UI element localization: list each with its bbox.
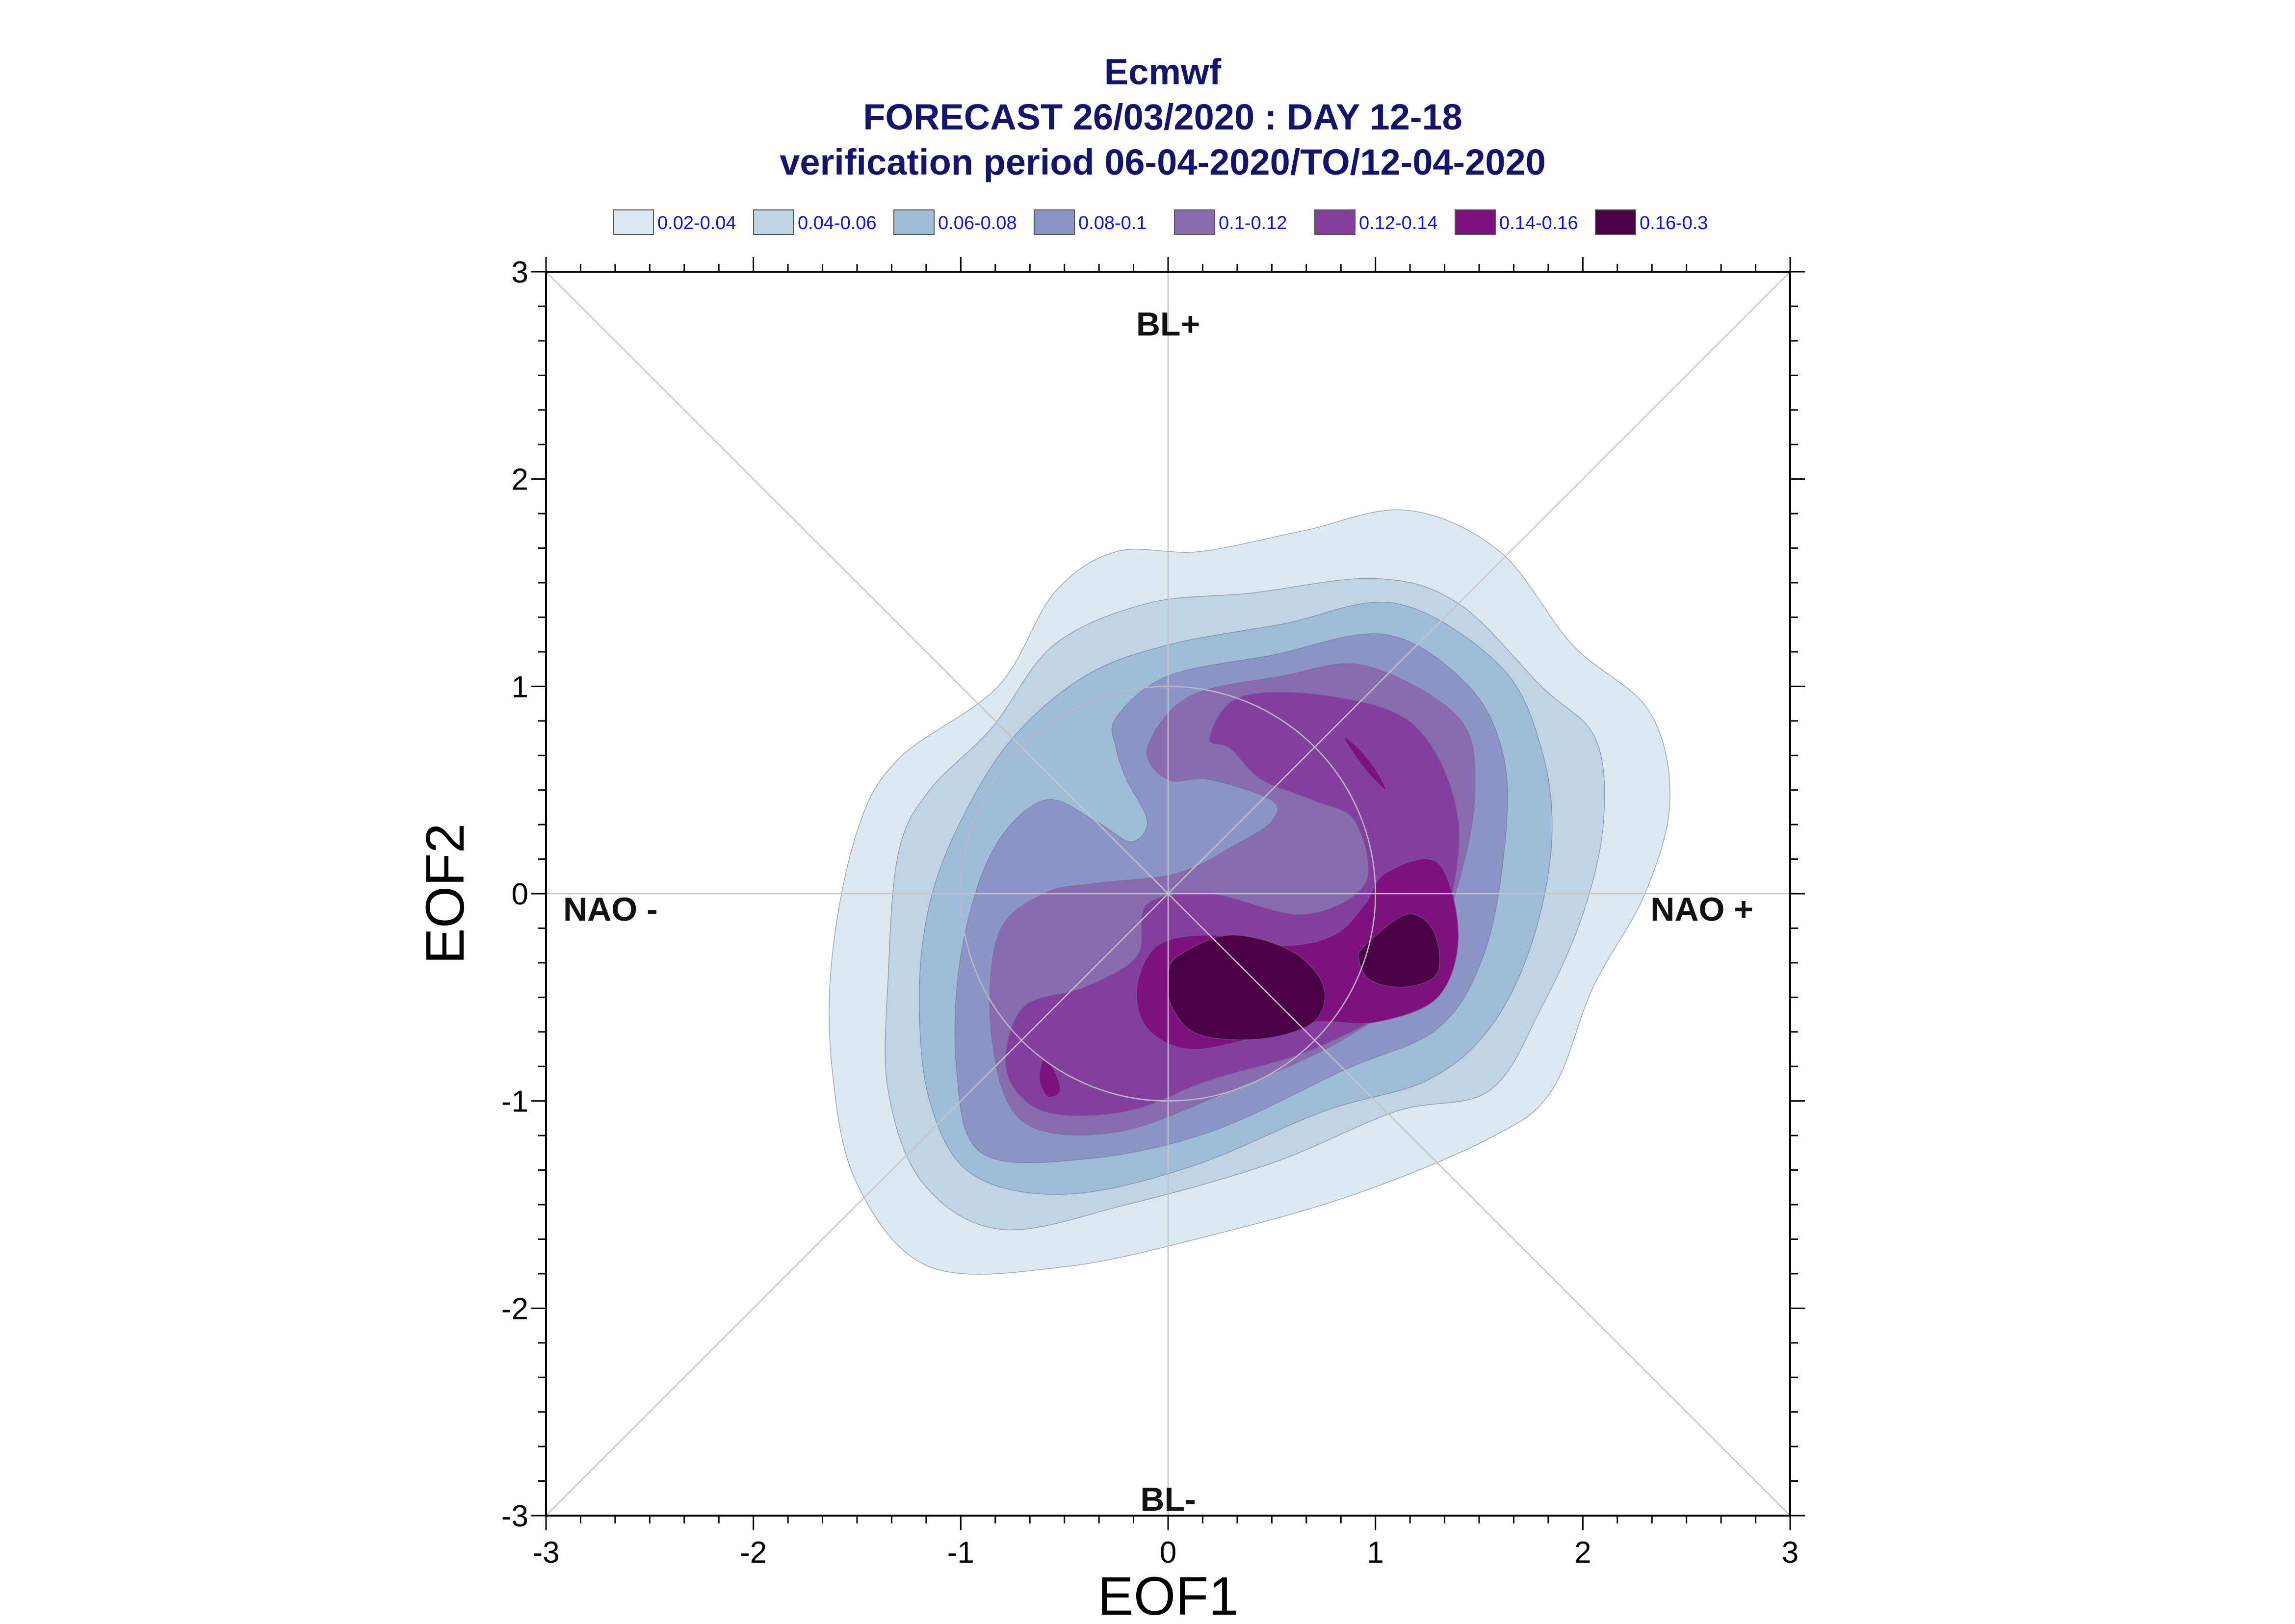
y-tick-label-3: 0: [512, 877, 528, 911]
legend-swatch-0: [613, 209, 654, 235]
legend-label-7: 0.16-0.3: [1640, 213, 1708, 233]
legend-swatch-7: [1595, 209, 1636, 235]
legend-label-4: 0.1-0.12: [1219, 213, 1287, 233]
guide-lines: [546, 272, 1790, 1516]
legend-swatch-6: [1455, 209, 1496, 235]
legend-label-2: 0.06-0.08: [938, 213, 1017, 233]
y-tick-label-1: -2: [501, 1292, 528, 1326]
legend-swatch-3: [1034, 209, 1075, 235]
x-axis-title: EOF1: [1097, 1566, 1238, 1624]
y-tick-label-4: 1: [512, 670, 528, 704]
diagonal-line-descending: [546, 272, 1790, 1516]
title-line-2: FORECAST 26/03/2020 : DAY 12-18: [863, 97, 1462, 137]
legend-label-6: 0.14-0.16: [1499, 213, 1578, 233]
unit-circle: [960, 686, 1376, 1102]
y-tick-label-6: 3: [512, 256, 528, 289]
regime-label-top: BL+: [1136, 306, 1200, 343]
legend-swatch-1: [753, 209, 794, 235]
x-tick-label-1: -2: [740, 1536, 767, 1570]
y-tick-label-5: 2: [512, 463, 528, 497]
contour-7: [1344, 737, 1387, 791]
legend-label-1: 0.04-0.06: [798, 213, 877, 233]
x-tick-label-0: -3: [532, 1536, 559, 1570]
axis-ticks: -3 -2 -1 0 1 2 3 -3 -2 -1 0 1 2 3: [501, 256, 1805, 1570]
title-line-1: Ecmwf: [1104, 52, 1222, 92]
legend-label-3: 0.08-0.1: [1078, 213, 1147, 233]
regime-label-left: NAO -: [563, 891, 658, 928]
density-contours: [829, 509, 1670, 1275]
x-tick-label-2: -1: [947, 1536, 974, 1570]
regime-labels: BL+ BL- NAO - NAO +: [563, 306, 1753, 1518]
y-tick-label-0: -3: [501, 1499, 528, 1533]
legend-swatch-4: [1174, 209, 1215, 235]
x-tick-label-4: 1: [1367, 1536, 1383, 1570]
x-tick-label-5: 2: [1574, 1536, 1591, 1570]
legend-swatch-5: [1314, 209, 1356, 235]
contour-10: [1357, 913, 1440, 988]
y-tick-label-2: -1: [501, 1085, 528, 1119]
legend-label-0: 0.02-0.04: [657, 213, 736, 233]
legend: 0.02-0.04 0.04-0.06 0.06-0.08 0.08-0.1 0.1-0…: [613, 209, 1708, 235]
chart-title: Ecmwf FORECAST 26/03/2020 : DAY 12-18 ve…: [780, 52, 1546, 182]
contour-8: [1039, 1058, 1061, 1098]
legend-swatch-2: [893, 209, 935, 235]
regime-label-right: NAO +: [1650, 891, 1753, 928]
x-tick-label-6: 3: [1782, 1536, 1799, 1570]
legend-label-5: 0.12-0.14: [1359, 213, 1438, 233]
x-tick-label-3: 0: [1160, 1536, 1176, 1570]
regime-label-bottom: BL-: [1140, 1481, 1196, 1518]
y-axis-title: EOF2: [415, 823, 475, 964]
title-line-3: verification period 06-04-2020/TO/12-04-…: [780, 142, 1546, 182]
